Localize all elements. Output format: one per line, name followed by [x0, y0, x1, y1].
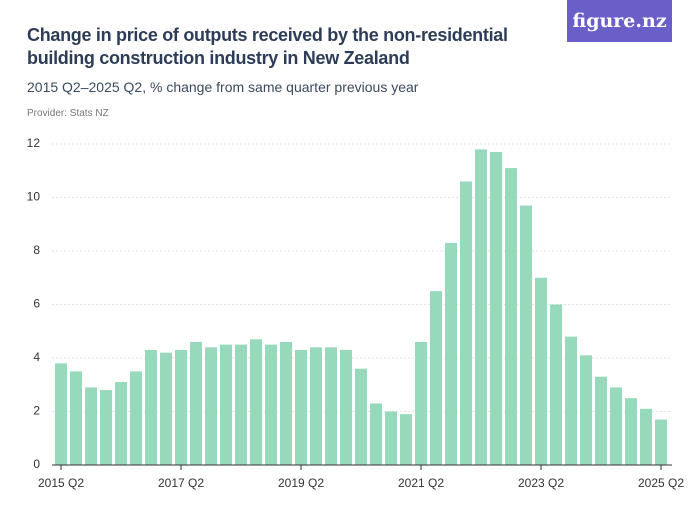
- bar: [220, 344, 232, 465]
- y-tick-label: 6: [33, 297, 40, 311]
- bar: [535, 277, 547, 465]
- bar: [205, 347, 217, 465]
- bar: [295, 349, 307, 465]
- bar: [115, 382, 127, 465]
- bar: [520, 205, 532, 465]
- y-tick-label: 10: [27, 190, 41, 204]
- bar: [85, 387, 97, 465]
- x-tick-label: 2021 Q2: [398, 476, 444, 490]
- bar: [340, 349, 352, 465]
- bar: [565, 336, 577, 465]
- bar: [400, 414, 412, 465]
- x-tick-label: 2017 Q2: [158, 476, 204, 490]
- bar: [655, 419, 667, 465]
- provider: Provider: Stats NZ: [27, 108, 109, 119]
- bar: [190, 341, 202, 465]
- y-tick-label: 2: [33, 404, 40, 418]
- bar: [370, 403, 382, 465]
- x-tick-label: 2025 Q2: [638, 476, 684, 490]
- x-tick-label: 2023 Q2: [518, 476, 564, 490]
- bar: [310, 347, 322, 465]
- bar: [505, 168, 517, 465]
- bar: [250, 339, 262, 465]
- bar: [385, 411, 397, 465]
- logo[interactable]: figure.nz: [567, 0, 672, 42]
- bar: [145, 349, 157, 465]
- y-tick-label: 4: [33, 350, 40, 364]
- bar: [235, 344, 247, 465]
- bar: [160, 352, 172, 465]
- bar: [100, 390, 112, 465]
- x-tick-label: 2019 Q2: [278, 476, 324, 490]
- y-tick-label: 0: [33, 457, 40, 471]
- bar: [430, 291, 442, 465]
- bar: [55, 363, 67, 465]
- bar: [415, 341, 427, 465]
- y-tick-label: 12: [27, 136, 41, 150]
- y-tick-label: 8: [33, 243, 40, 257]
- bar: [445, 242, 457, 465]
- bar: [175, 349, 187, 465]
- chart-subtitle: 2015 Q2–2025 Q2, % change from same quar…: [27, 79, 419, 95]
- bar: [610, 387, 622, 465]
- bar: [490, 152, 502, 465]
- chart-title: Change in price of outputs received by t…: [27, 25, 508, 68]
- bar: [460, 181, 472, 465]
- bar: [640, 408, 652, 465]
- bar: [580, 355, 592, 465]
- bar: [625, 398, 637, 465]
- bar: [280, 341, 292, 465]
- x-tick-label: 2015 Q2: [38, 476, 84, 490]
- bar: [265, 344, 277, 465]
- bar: [130, 371, 142, 465]
- bar: [355, 368, 367, 465]
- bar: [475, 149, 487, 465]
- bar: [70, 371, 82, 465]
- bar: [550, 304, 562, 465]
- bar: [325, 347, 337, 465]
- bar: [595, 376, 607, 465]
